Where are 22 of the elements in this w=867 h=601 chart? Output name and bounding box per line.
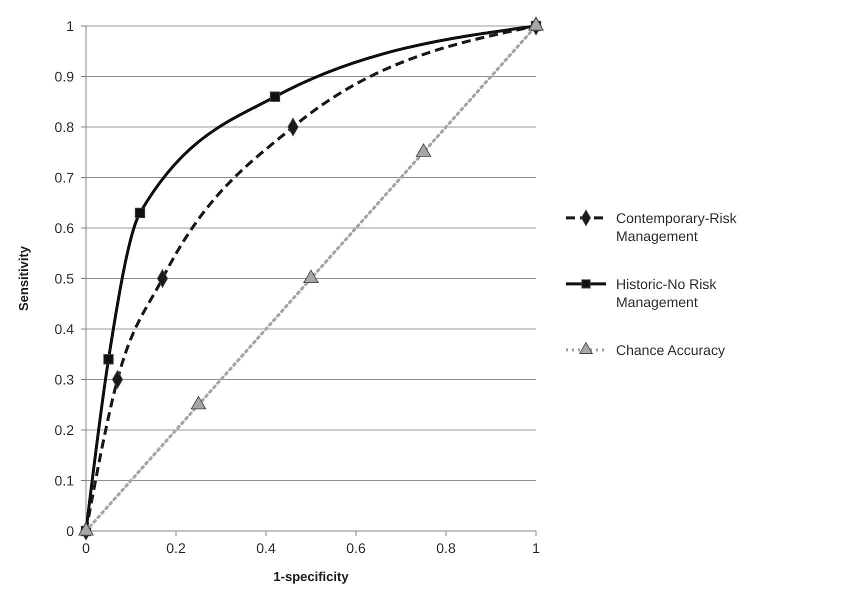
x-tick-label: 0.2: [166, 540, 186, 556]
y-tick-label: 0.2: [54, 422, 74, 438]
y-tick-label: 0: [66, 523, 74, 539]
y-axis-title: Sensitivity: [16, 245, 31, 312]
legend-label: Contemporary-Risk Management: [616, 210, 738, 244]
y-tick-label: 0.6: [54, 220, 74, 236]
x-axis-title: 1-specificity: [273, 569, 350, 584]
y-tick-label: 0.8: [54, 119, 74, 135]
x-tick-label: 0.6: [346, 540, 366, 556]
legend-label: Chance Accuracy: [616, 342, 725, 358]
y-tick-label: 1: [66, 18, 74, 34]
y-tick-label: 0.5: [54, 270, 74, 286]
x-tick-label: 0.4: [256, 540, 276, 556]
x-tick-label: 1: [532, 540, 540, 556]
y-tick-label: 0.3: [54, 372, 74, 388]
legend-label: Historic-No Risk Management: [616, 276, 718, 310]
y-tick-label: 0.4: [54, 321, 74, 337]
x-tick-label: 0: [82, 540, 90, 556]
x-tick-label: 0.8: [436, 540, 456, 556]
y-tick-label: 0.9: [54, 68, 74, 84]
y-tick-label: 0.7: [54, 170, 74, 186]
y-tick-label: 0.1: [54, 472, 74, 488]
